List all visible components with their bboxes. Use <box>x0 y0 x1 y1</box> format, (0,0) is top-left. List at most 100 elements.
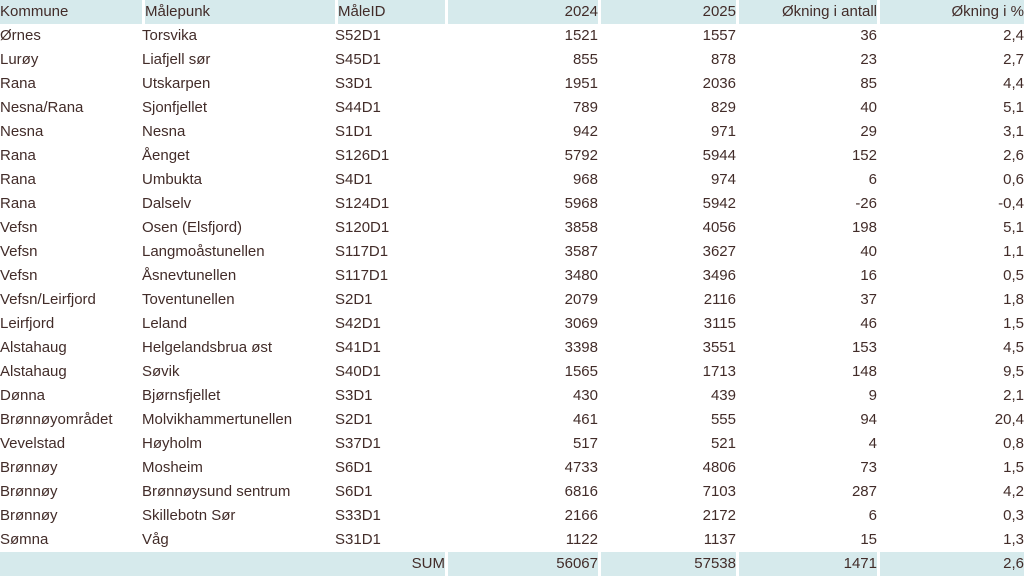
cell-y2024: 5792 <box>445 144 598 168</box>
cell-kommune: Nesna <box>0 120 142 144</box>
sum-2024: 56067 <box>445 552 598 576</box>
cell-maleid: S31D1 <box>335 528 445 552</box>
cell-maleid: S126D1 <box>335 144 445 168</box>
cell-malepunk: Høyholm <box>142 432 335 456</box>
cell-okning_pct: 1,5 <box>877 312 1024 336</box>
cell-okning_antall: 153 <box>736 336 877 360</box>
table-row: Vefsn/Leirfjord Toventunellen S2D1 2079 2116… <box>0 288 1024 312</box>
cell-maleid: S42D1 <box>335 312 445 336</box>
table-row: Brønnøy Skillebotn Sør S33D1 2166 2172 6 0,3 <box>0 504 1024 528</box>
cell-y2024: 517 <box>445 432 598 456</box>
cell-okning_pct: 4,5 <box>877 336 1024 360</box>
cell-y2025: 974 <box>598 168 736 192</box>
cell-maleid: S33D1 <box>335 504 445 528</box>
cell-okning_antall: 15 <box>736 528 877 552</box>
cell-okning_pct: 2,7 <box>877 48 1024 72</box>
cell-kommune: Alstahaug <box>0 336 142 360</box>
cell-maleid: S41D1 <box>335 336 445 360</box>
cell-kommune: Vevelstad <box>0 432 142 456</box>
cell-okning_antall: 94 <box>736 408 877 432</box>
cell-maleid: S3D1 <box>335 72 445 96</box>
cell-maleid: S45D1 <box>335 48 445 72</box>
cell-malepunk: Bjørnsfjellet <box>142 384 335 408</box>
table-row: Vefsn Åsnevtunellen S117D1 3480 3496 16 0,5 <box>0 264 1024 288</box>
cell-maleid: S52D1 <box>335 24 445 48</box>
table-row: Sømna Våg S31D1 1122 1137 15 1,3 <box>0 528 1024 552</box>
cell-kommune: Brønnøy <box>0 504 142 528</box>
cell-y2024: 1565 <box>445 360 598 384</box>
cell-y2025: 555 <box>598 408 736 432</box>
cell-okning_pct: 0,3 <box>877 504 1024 528</box>
cell-y2025: 7103 <box>598 480 736 504</box>
cell-malepunk: Toventunellen <box>142 288 335 312</box>
table-row: Brønnøy Brønnøysund sentrum S6D1 6816 7103 28… <box>0 480 1024 504</box>
cell-maleid: S44D1 <box>335 96 445 120</box>
cell-malepunk: Torsvika <box>142 24 335 48</box>
cell-y2024: 789 <box>445 96 598 120</box>
cell-y2025: 439 <box>598 384 736 408</box>
cell-kommune: Brønnøy <box>0 456 142 480</box>
cell-malepunk: Umbukta <box>142 168 335 192</box>
cell-okning_antall: 6 <box>736 504 877 528</box>
cell-maleid: S1D1 <box>335 120 445 144</box>
cell-okning_pct: 5,1 <box>877 96 1024 120</box>
column-header-y2024: 2024 <box>445 0 598 24</box>
cell-okning_antall: 40 <box>736 96 877 120</box>
cell-y2025: 4056 <box>598 216 736 240</box>
cell-malepunk: Skillebotn Sør <box>142 504 335 528</box>
cell-kommune: Rana <box>0 168 142 192</box>
cell-y2024: 2166 <box>445 504 598 528</box>
cell-malepunk: Utskarpen <box>142 72 335 96</box>
cell-y2025: 3551 <box>598 336 736 360</box>
cell-malepunk: Åenget <box>142 144 335 168</box>
cell-kommune: Nesna/Rana <box>0 96 142 120</box>
table-header-row: Kommune Målepunk MåleID 2024 2025 Økning i an… <box>0 0 1024 24</box>
cell-y2025: 2036 <box>598 72 736 96</box>
sum-row: SUM 56067 57538 1471 2,6 <box>0 552 1024 576</box>
sum-label: SUM <box>0 552 445 576</box>
cell-okning_antall: 85 <box>736 72 877 96</box>
cell-okning_pct: 2,1 <box>877 384 1024 408</box>
table-row: Rana Utskarpen S3D1 1951 2036 85 4,4 <box>0 72 1024 96</box>
cell-kommune: Vefsn <box>0 264 142 288</box>
cell-y2025: 2172 <box>598 504 736 528</box>
cell-kommune: Brønnøy <box>0 480 142 504</box>
sum-okning-pct: 2,6 <box>877 552 1024 576</box>
cell-maleid: S3D1 <box>335 384 445 408</box>
cell-okning_pct: 3,1 <box>877 120 1024 144</box>
cell-y2024: 3069 <box>445 312 598 336</box>
cell-y2025: 3115 <box>598 312 736 336</box>
cell-y2024: 3398 <box>445 336 598 360</box>
table-row: Alstahaug Helgelandsbrua øst S41D1 3398 3551… <box>0 336 1024 360</box>
table-row: Alstahaug Søvik S40D1 1565 1713 148 9,5 <box>0 360 1024 384</box>
table-row: Rana Åenget S126D1 5792 5944 152 2,6 <box>0 144 1024 168</box>
cell-okning_antall: 9 <box>736 384 877 408</box>
cell-okning_pct: 0,5 <box>877 264 1024 288</box>
cell-y2025: 521 <box>598 432 736 456</box>
cell-y2024: 5968 <box>445 192 598 216</box>
cell-okning_antall: 152 <box>736 144 877 168</box>
cell-malepunk: Søvik <box>142 360 335 384</box>
cell-okning_antall: 29 <box>736 120 877 144</box>
cell-okning_pct: 2,4 <box>877 24 1024 48</box>
cell-malepunk: Molvikhammertunellen <box>142 408 335 432</box>
cell-y2024: 942 <box>445 120 598 144</box>
cell-kommune: Rana <box>0 192 142 216</box>
column-header-malepunk: Målepunk <box>142 0 335 24</box>
cell-maleid: S40D1 <box>335 360 445 384</box>
cell-y2024: 4733 <box>445 456 598 480</box>
cell-maleid: S117D1 <box>335 264 445 288</box>
cell-okning_pct: 5,1 <box>877 216 1024 240</box>
cell-maleid: S120D1 <box>335 216 445 240</box>
cell-maleid: S117D1 <box>335 240 445 264</box>
cell-y2024: 855 <box>445 48 598 72</box>
cell-y2024: 461 <box>445 408 598 432</box>
cell-y2024: 430 <box>445 384 598 408</box>
table-row: Brønnøy Mosheim S6D1 4733 4806 73 1,5 <box>0 456 1024 480</box>
cell-okning_antall: 40 <box>736 240 877 264</box>
table-row: Leirfjord Leland S42D1 3069 3115 46 1,5 <box>0 312 1024 336</box>
cell-malepunk: Dalselv <box>142 192 335 216</box>
cell-okning_antall: 73 <box>736 456 877 480</box>
cell-okning_pct: 4,2 <box>877 480 1024 504</box>
